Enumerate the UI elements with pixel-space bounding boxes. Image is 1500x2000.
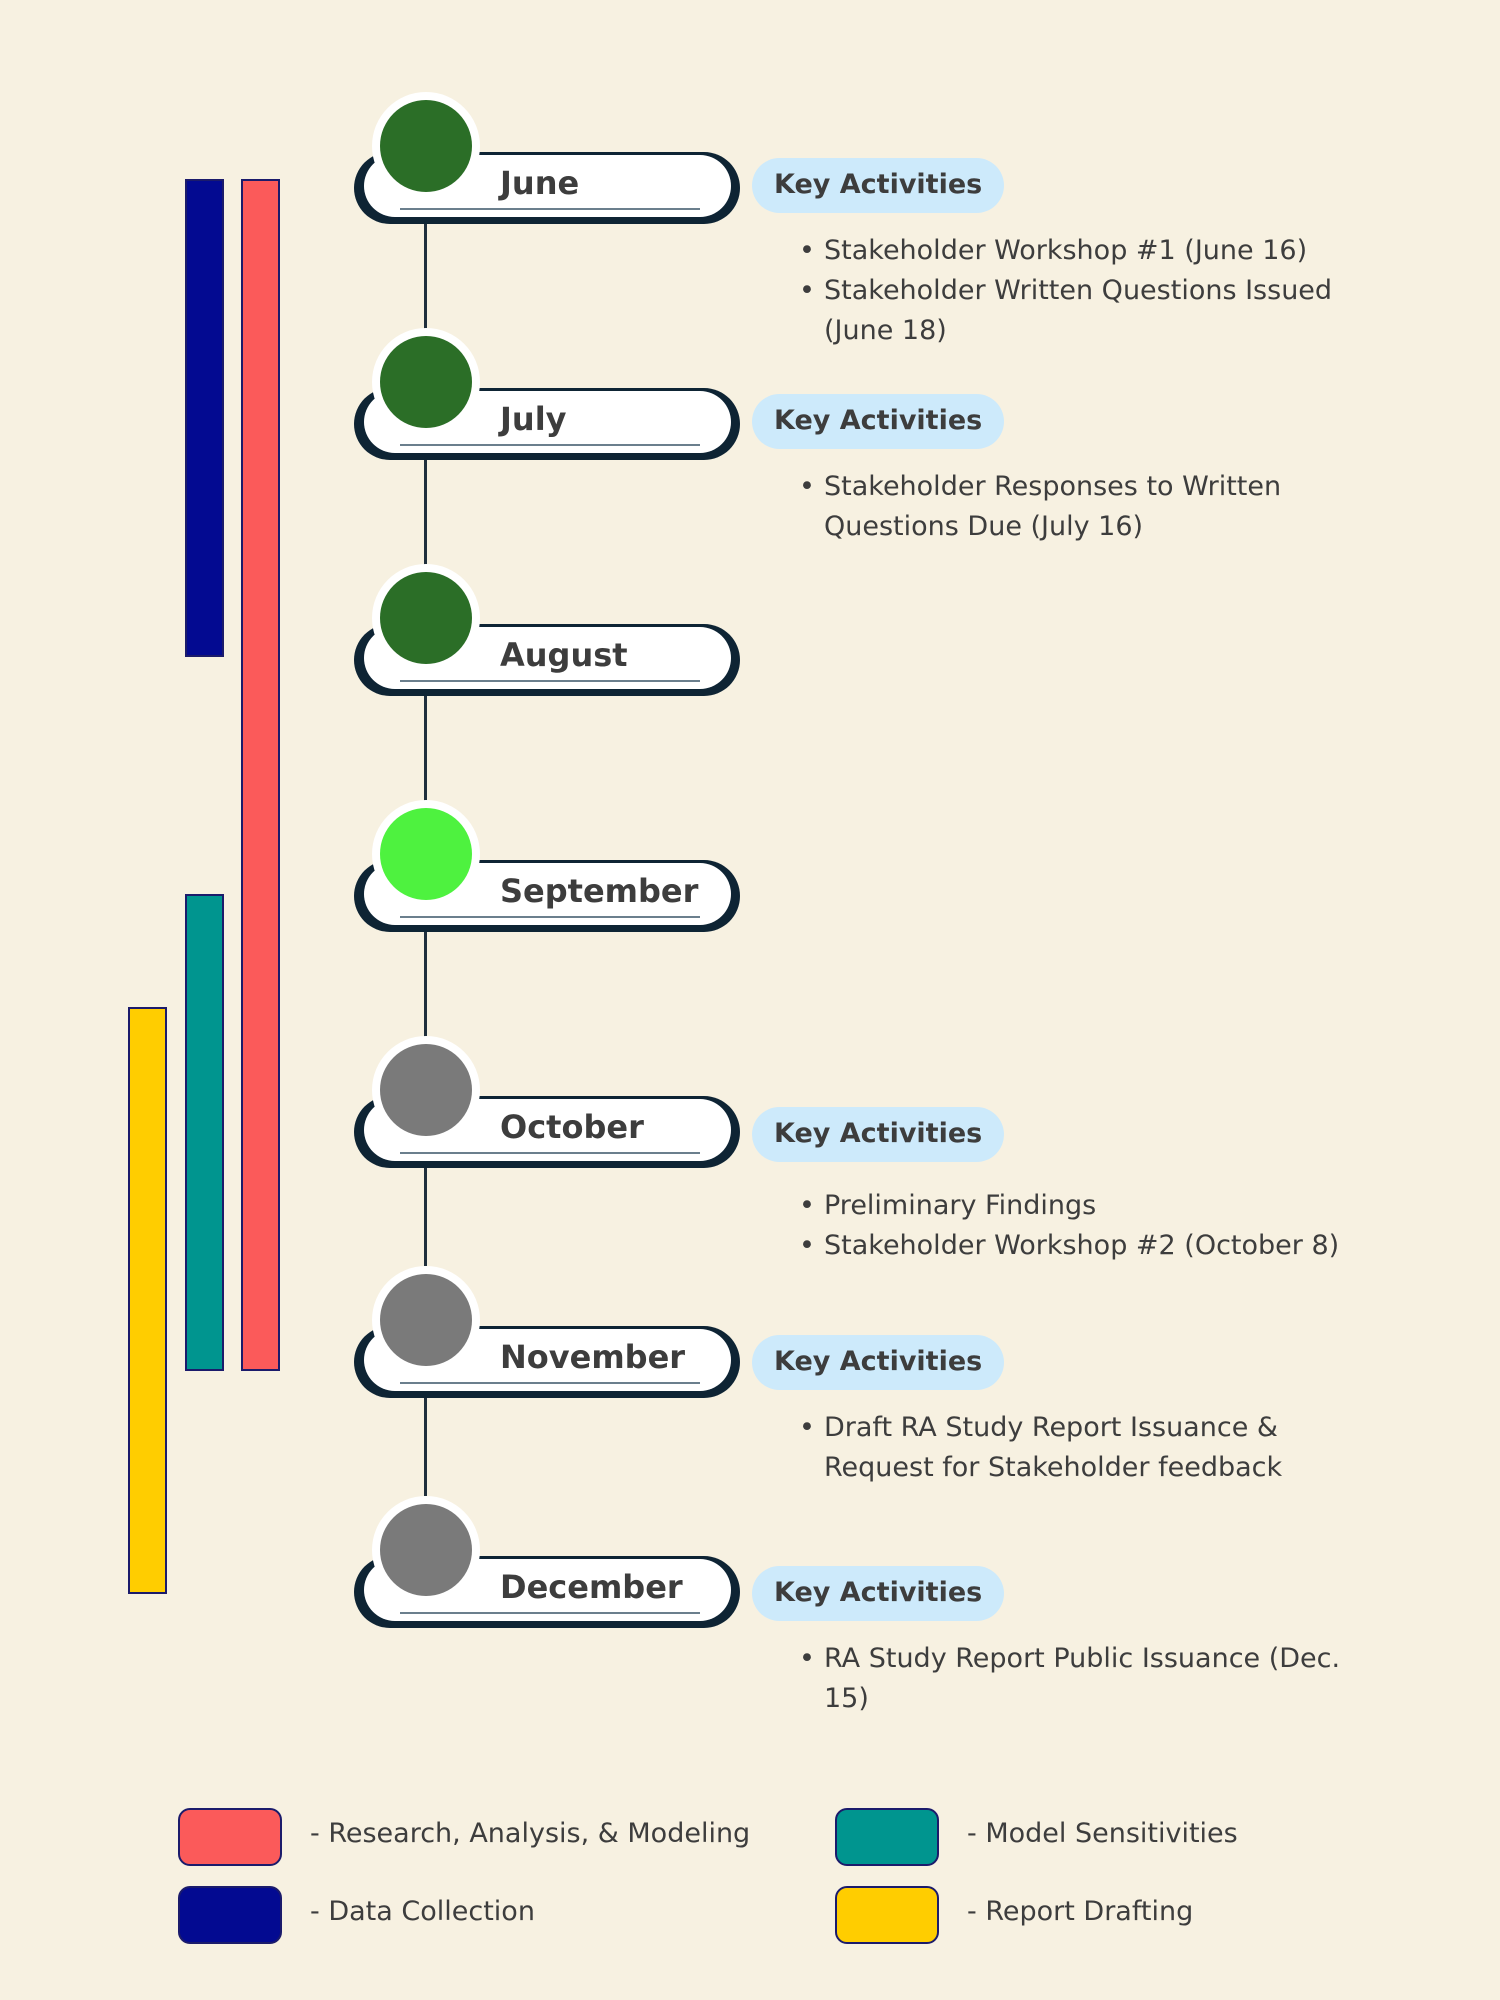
status-dot-ring: [372, 1036, 480, 1144]
month-underline: [400, 1152, 700, 1154]
status-dot-ring: [372, 800, 480, 908]
status-dot-current: [380, 808, 472, 900]
activities-july: Key Activities Stakeholder Responses to …: [752, 394, 1384, 547]
phase-bar-data-collection: [185, 179, 224, 657]
month-label: September: [500, 872, 699, 910]
month-july: July: [354, 328, 740, 460]
legend-label: - Report Drafting: [967, 1896, 1194, 1927]
month-label: June: [500, 164, 580, 202]
month-underline: [400, 208, 700, 210]
status-dot-ring: [372, 1266, 480, 1374]
activity-item: Stakeholder Responses to Written Questio…: [799, 467, 1384, 547]
month-june: June: [354, 92, 740, 224]
month-august: August: [354, 564, 740, 696]
status-dot-complete: [380, 100, 472, 192]
month-september: September: [354, 800, 740, 932]
month-october: October: [354, 1036, 740, 1168]
activity-list: Stakeholder Workshop #1 (June 16) Stakeh…: [752, 231, 1384, 351]
month-underline: [400, 1612, 700, 1614]
timeline-connector: [424, 458, 427, 578]
status-dot-ring: [372, 92, 480, 200]
status-dot-ring: [372, 1496, 480, 1604]
activities-november: Key Activities Draft RA Study Report Iss…: [752, 1335, 1384, 1488]
activity-item: Preliminary Findings: [799, 1186, 1384, 1226]
activities-june: Key Activities Stakeholder Workshop #1 (…: [752, 158, 1384, 351]
month-underline: [400, 1382, 700, 1384]
month-label: October: [500, 1108, 644, 1146]
status-dot-upcoming: [380, 1504, 472, 1596]
key-activities-tag: Key Activities: [752, 1107, 1005, 1162]
status-dot-complete: [380, 336, 472, 428]
activity-list: Preliminary Findings Stakeholder Worksho…: [752, 1186, 1384, 1266]
month-underline: [400, 444, 700, 446]
month-underline: [400, 916, 700, 918]
key-activities-tag: Key Activities: [752, 1566, 1005, 1621]
legend-label: - Research, Analysis, & Modeling: [310, 1818, 751, 1849]
month-december: December: [354, 1496, 740, 1628]
activity-list: Stakeholder Responses to Written Questio…: [752, 467, 1384, 547]
month-label: August: [500, 636, 628, 674]
key-activities-tag: Key Activities: [752, 1335, 1005, 1390]
activity-item: Stakeholder Written Questions Issued (Ju…: [799, 271, 1384, 351]
key-activities-tag: Key Activities: [752, 394, 1005, 449]
key-activities-tag: Key Activities: [752, 158, 1005, 213]
month-underline: [400, 680, 700, 682]
timeline-connector: [424, 694, 427, 814]
activity-item: Stakeholder Workshop #2 (October 8): [799, 1226, 1384, 1266]
activity-item: RA Study Report Public Issuance (Dec. 15…: [799, 1639, 1384, 1719]
timeline-connector: [424, 1166, 427, 1266]
legend-label: - Model Sensitivities: [967, 1818, 1238, 1849]
legend-swatch: [835, 1886, 939, 1944]
status-dot-upcoming: [380, 1044, 472, 1136]
activities-october: Key Activities Preliminary Findings Stak…: [752, 1107, 1384, 1266]
legend-swatch: [178, 1808, 282, 1866]
status-dot-ring: [372, 564, 480, 672]
activity-list: RA Study Report Public Issuance (Dec. 15…: [752, 1639, 1384, 1719]
month-label: December: [500, 1568, 683, 1606]
activity-list: Draft RA Study Report Issuance & Request…: [752, 1408, 1384, 1488]
month-label: November: [500, 1338, 686, 1376]
activity-item: Draft RA Study Report Issuance & Request…: [799, 1408, 1384, 1488]
legend-swatch: [178, 1886, 282, 1944]
status-dot-upcoming: [380, 1274, 472, 1366]
phase-bar-model-sensitivities: [185, 894, 224, 1371]
timeline-connector: [424, 930, 427, 1050]
phase-bar-report-drafting: [128, 1007, 167, 1594]
phase-bar-research-analysis-modeling: [241, 179, 280, 1371]
legend-label: - Data Collection: [310, 1896, 535, 1927]
activities-december: Key Activities RA Study Report Public Is…: [752, 1566, 1384, 1719]
status-dot-complete: [380, 572, 472, 664]
status-dot-ring: [372, 328, 480, 436]
month-november: November: [354, 1266, 740, 1398]
activity-item: Stakeholder Workshop #1 (June 16): [799, 231, 1384, 271]
timeline-connector: [424, 1396, 427, 1496]
timeline-connector: [424, 222, 427, 342]
month-label: July: [500, 400, 567, 438]
legend-swatch: [835, 1808, 939, 1866]
